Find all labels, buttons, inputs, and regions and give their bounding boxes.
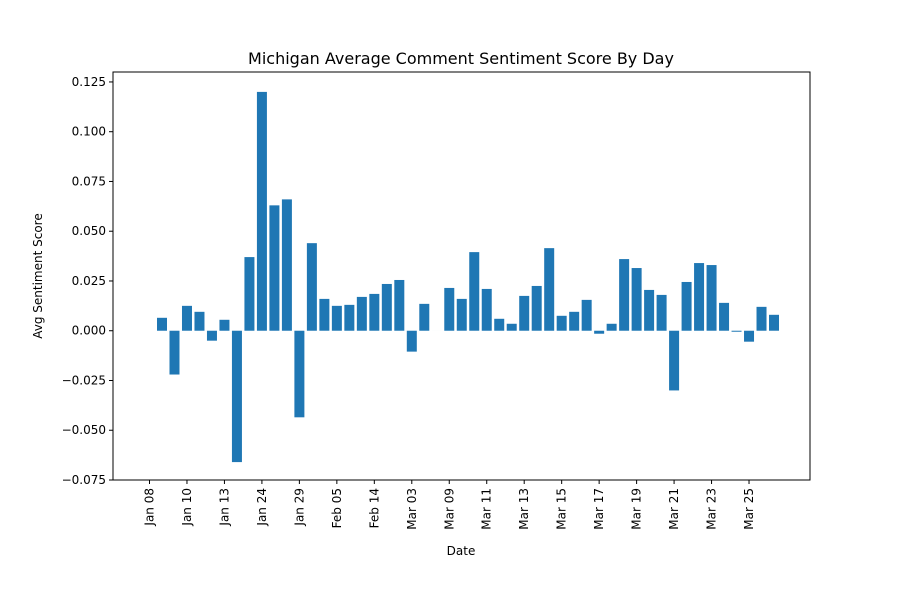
bar [694,263,705,331]
chart-title: Michigan Average Comment Sentiment Score… [248,49,674,68]
x-tick-label: Jan 10 [180,488,194,527]
bar [294,330,305,418]
bar [381,283,392,331]
bar [731,330,742,332]
bar [581,299,592,331]
x-tick-label: Feb 05 [330,488,344,528]
bar [481,288,492,331]
bar [406,330,417,352]
x-tick-label: Mar 21 [667,488,681,530]
bar [681,281,692,331]
y-tick-label: −0.075 [62,473,106,487]
x-tick-label: Mar 03 [405,488,419,530]
bar [744,330,755,342]
bar [219,319,230,331]
x-tick-label: Mar 09 [442,488,456,530]
x-tick-label: Mar 15 [555,488,569,530]
bar [544,248,555,331]
bar [169,330,180,375]
x-tick-label: Mar 17 [592,488,606,530]
bar [706,265,717,331]
bar [469,252,480,331]
y-tick-label: 0.050 [72,224,106,238]
bars-group [157,91,780,463]
bar [369,293,380,331]
bar [269,205,280,331]
bar [306,243,317,331]
bar [719,302,730,331]
x-tick-label: Jan 13 [217,488,231,527]
bar [531,285,542,331]
bar [231,330,242,463]
x-tick-label: Jan 29 [292,488,306,527]
bar [594,330,605,334]
bar [769,314,780,331]
bar [194,311,205,331]
y-tick-label: −0.050 [62,423,106,437]
bar [319,298,330,331]
bar [631,268,642,331]
x-axis-title: Date [447,544,476,558]
bar [331,305,342,331]
x-tick-label: Jan 24 [255,488,269,527]
x-tick-label: Jan 08 [143,488,157,527]
bar [556,315,567,331]
bar [606,323,617,331]
y-tick-label: 0.025 [72,274,106,288]
x-axis: Jan 08 Jan 10 Jan 13 Jan 24 Jan 29 Feb 05 Feb … [143,480,756,530]
x-tick-label: Mar 19 [630,488,644,530]
y-tick-label: 0.075 [72,174,106,188]
bar [356,296,367,331]
bar [569,311,580,331]
y-axis-title: Avg Sentiment Score [31,213,45,339]
x-tick-label: Mar 11 [480,488,494,530]
x-tick-label: Mar 13 [517,488,531,530]
x-tick-label: Mar 23 [705,488,719,530]
x-tick-label: Mar 25 [742,488,756,530]
bar [419,303,430,331]
bar [206,330,217,341]
bar [181,305,192,331]
bar [756,306,767,331]
y-tick-label: 0.125 [72,75,106,89]
bar [656,294,667,331]
bar [394,279,405,331]
bar [644,289,655,331]
bar [506,323,517,331]
bar [619,259,630,331]
bar [157,317,167,331]
y-tick-label: −0.025 [62,373,106,387]
bar [256,91,267,331]
bar [456,298,467,331]
bar [669,330,680,391]
bar [344,304,355,331]
bar [494,318,505,331]
plot-frame [112,71,811,481]
x-tick-label: Feb 14 [367,488,381,528]
bar [444,287,455,331]
y-tick-label: 0.100 [72,125,106,139]
y-tick-label: 0.000 [72,324,106,338]
y-axis: −0.075 −0.050 −0.025 0.000 0.025 0.050 0.075 0.… [62,75,113,487]
bar [281,199,292,331]
bar [519,295,530,331]
bar [244,257,255,331]
